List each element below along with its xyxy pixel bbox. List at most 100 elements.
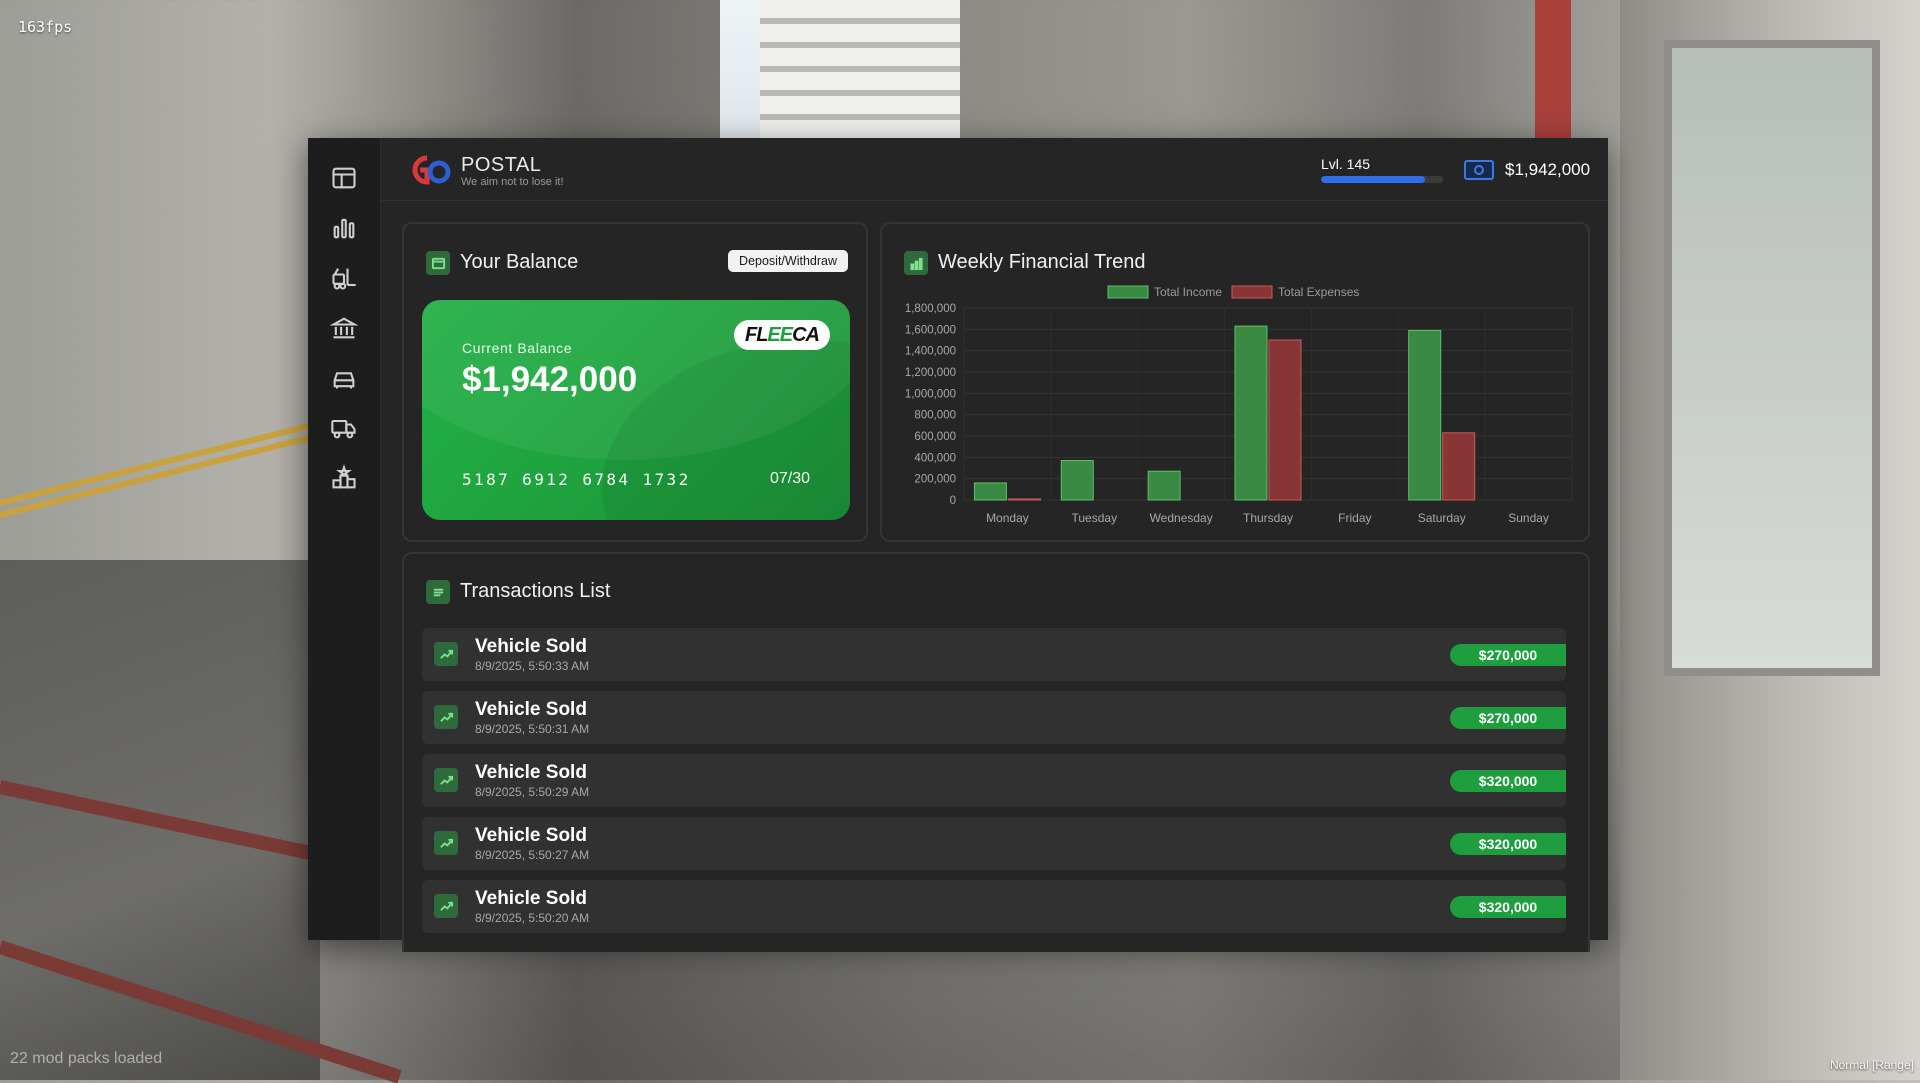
background-building: [760, 0, 960, 140]
transaction-amount: $320,000: [1450, 896, 1566, 918]
x-tick-label: Wednesday: [1150, 511, 1213, 525]
income-trend-icon: [434, 831, 458, 855]
bar-income-monday[interactable]: [973, 482, 1007, 501]
postal-logo-icon: [412, 155, 451, 185]
fleeca-logo: FL EE CA: [734, 320, 830, 350]
transaction-date: 8/9/2025, 5:50:33 AM: [475, 659, 590, 673]
dashboard-icon: [332, 167, 356, 189]
brand-name: POSTAL: [461, 154, 542, 176]
transaction-row[interactable]: Vehicle Sold 8/9/2025, 5:50:20 AM $320,000: [422, 880, 1566, 933]
finance-panel: POSTAL We aim not to lose it! Lvl. 145 $…: [308, 138, 1608, 952]
fleeca-logo-accent: EE: [767, 323, 793, 346]
sidebar-item-delivery[interactable]: [328, 412, 360, 444]
mod-packs-status: 22 mod packs loaded: [10, 1050, 163, 1067]
forklift-icon: [332, 268, 356, 290]
fleeca-logo-suffix: CA: [792, 323, 820, 346]
transaction-amount: $320,000: [1450, 770, 1566, 792]
sidebar-item-forklift[interactable]: [328, 262, 360, 294]
bar-income-saturday[interactable]: [1408, 329, 1442, 501]
car-icon: [333, 372, 355, 389]
sidebar-item-bank[interactable]: [328, 312, 360, 344]
transaction-row[interactable]: Vehicle Sold 8/9/2025, 5:50:33 AM $270,000: [422, 628, 1566, 681]
transaction-title: Vehicle Sold: [475, 636, 587, 657]
x-tick-label: Friday: [1338, 511, 1371, 525]
legend-label-income: Total Income: [1154, 285, 1222, 299]
sidebar-item-leaderboard[interactable]: [328, 462, 360, 494]
cash-icon: [1464, 160, 1494, 180]
sidebar-item-vehicles[interactable]: [328, 362, 360, 394]
bar-income-tuesday[interactable]: [1060, 460, 1094, 501]
y-tick-label: 200,000: [914, 474, 956, 486]
balance-title: Your Balance: [460, 251, 579, 273]
x-tick-label: Thursday: [1243, 511, 1293, 525]
income-trend-icon: [434, 705, 458, 729]
background-road-line: [0, 434, 312, 518]
transaction-amount: $270,000: [1450, 644, 1566, 666]
bank-icon: [330, 317, 358, 339]
transaction-row[interactable]: Vehicle Sold 8/9/2025, 5:50:27 AM $320,000: [422, 817, 1566, 870]
x-tick-label: Saturday: [1418, 511, 1466, 525]
trend-card: Weekly Financial Trend Total Income Total…: [880, 222, 1590, 542]
sidebar-item-dashboard[interactable]: [328, 162, 360, 194]
balance-card: Your Balance Deposit/Withdraw Current Ba…: [402, 222, 868, 542]
y-tick-label: 1,800,000: [905, 303, 956, 315]
fps-counter: 163fps: [18, 18, 73, 36]
brand-tagline: We aim not to lose it!: [461, 176, 564, 188]
transaction-title: Vehicle Sold: [475, 699, 587, 720]
transaction-row[interactable]: Vehicle Sold 8/9/2025, 5:50:29 AM $320,000: [422, 754, 1566, 807]
bar-expenses-monday[interactable]: [1007, 498, 1041, 501]
transactions-card: Transactions List Vehicle Sold 8/9/2025, …: [402, 552, 1590, 952]
wallet-icon: [426, 251, 450, 275]
y-tick-label: 600,000: [914, 431, 956, 443]
income-trend-icon: [434, 894, 458, 918]
transaction-date: 8/9/2025, 5:50:27 AM: [475, 848, 590, 862]
transactions-title: Transactions List: [460, 580, 611, 602]
player-money: $1,942,000: [1505, 160, 1591, 179]
transaction-title: Vehicle Sold: [475, 762, 587, 783]
level-progress-bar: [1321, 176, 1443, 183]
bar-income-thursday[interactable]: [1234, 325, 1268, 501]
transaction-date: 8/9/2025, 5:50:20 AM: [475, 911, 590, 925]
fleeca-logo-prefix: FL: [744, 323, 768, 346]
x-tick-label: Tuesday: [1071, 511, 1117, 525]
mode-indicator: Normal [Range]: [1829, 1058, 1914, 1072]
transaction-date: 8/9/2025, 5:50:29 AM: [475, 785, 590, 799]
card-expiry: 07/30: [769, 470, 810, 487]
sidebar-item-stats[interactable]: [328, 212, 360, 244]
y-tick-label: 1,600,000: [905, 324, 956, 336]
transaction-amount: $270,000: [1450, 707, 1566, 729]
legend-swatch-expenses[interactable]: [1231, 285, 1273, 299]
trend-title: Weekly Financial Trend: [938, 251, 1146, 273]
legend-swatch-income[interactable]: [1107, 285, 1149, 299]
y-tick-label: 1,400,000: [905, 346, 956, 358]
level-label: Lvl. 145: [1321, 156, 1371, 172]
background-road-line: [0, 422, 312, 506]
deposit-withdraw-button[interactable]: Deposit/Withdraw: [728, 250, 848, 272]
sidebar: [308, 138, 381, 940]
weekly-trend-chart: Total Income Total Expenses 0 200,000 400,00…: [905, 285, 1573, 525]
y-tick-label: 1,200,000: [905, 367, 956, 379]
bar-income-wednesday[interactable]: [1147, 470, 1181, 501]
legend-label-expenses: Total Expenses: [1278, 285, 1359, 299]
y-tick-label: 400,000: [914, 452, 956, 464]
background-pipe: [1535, 0, 1571, 140]
trend-chart-icon: [904, 251, 928, 275]
transaction-title: Vehicle Sold: [475, 888, 587, 909]
transaction-amount: $320,000: [1450, 833, 1566, 855]
bar-expenses-saturday[interactable]: [1442, 432, 1476, 501]
bar-expenses-thursday[interactable]: [1268, 339, 1302, 501]
card-number: 5187 6912 6784 1732: [462, 470, 691, 489]
y-tick-label: 0: [950, 495, 956, 507]
background-window: [1664, 40, 1880, 676]
x-tick-label: Sunday: [1508, 511, 1549, 525]
level-progress-fill: [1321, 176, 1425, 183]
transaction-row[interactable]: Vehicle Sold 8/9/2025, 5:50:31 AM $270,000: [422, 691, 1566, 744]
y-tick-label: 800,000: [914, 410, 956, 422]
income-trend-icon: [434, 642, 458, 666]
rank-podium-icon: [332, 464, 356, 489]
bank-card: Current Balance $1,942,000 FL EE CA 5187 6…: [422, 300, 850, 520]
income-trend-icon: [434, 768, 458, 792]
current-balance-value: $1,942,000: [462, 360, 638, 399]
current-balance-label: Current Balance: [462, 340, 573, 356]
transaction-title: Vehicle Sold: [475, 825, 587, 846]
